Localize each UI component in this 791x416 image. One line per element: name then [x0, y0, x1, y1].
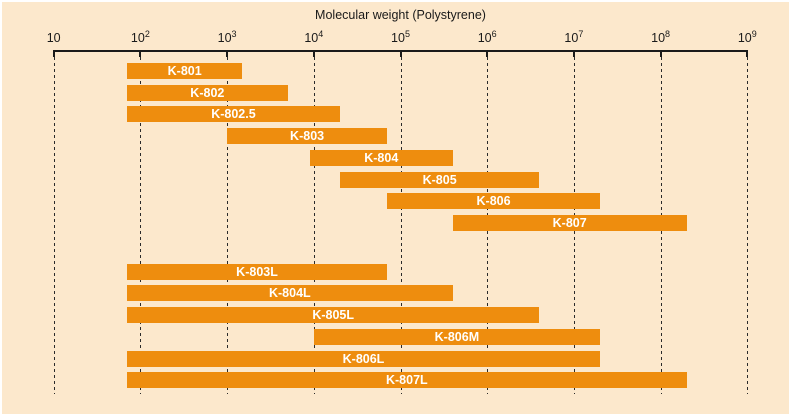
range-bar-k-805: K-805	[339, 171, 540, 188]
bar-label: K-805L	[312, 308, 355, 323]
bar-label: K-804L	[268, 286, 311, 301]
axis-tick-label: 105	[391, 28, 410, 45]
range-bar-k-806l: K-806L	[126, 350, 600, 367]
gridline	[313, 57, 315, 394]
axis-tick-label: 10	[46, 31, 61, 45]
axis-tick-mark	[746, 50, 749, 57]
range-bar-k-804l: K-804L	[126, 285, 453, 302]
bar-label: K-803	[290, 129, 325, 144]
axis-tick-mark	[226, 50, 229, 57]
axis-tick-mark	[486, 50, 489, 57]
range-bar-k-805l: K-805L	[126, 307, 540, 324]
axis-tick-label: 103	[217, 28, 237, 45]
gridline	[140, 57, 142, 394]
bar-label: K-806	[476, 194, 511, 209]
gridline	[53, 57, 55, 394]
bar-label: K-806L	[342, 351, 385, 366]
gridline	[227, 57, 229, 394]
axis-tick-label: 107	[564, 28, 584, 45]
axis-tick-label: 108	[651, 28, 671, 45]
bar-label: K-806M	[434, 329, 480, 344]
bar-label: K-807	[552, 215, 587, 230]
range-bar-k-802-5: K-802.5	[126, 106, 340, 123]
axis-tick-label: 106	[477, 28, 497, 45]
axis-tick-mark	[139, 50, 142, 57]
range-bar-k-804: K-804	[309, 149, 453, 166]
axis-tick-label: 109	[737, 28, 757, 45]
bar-label: K-802	[190, 85, 225, 100]
axis-tick-mark	[399, 50, 402, 57]
range-bar-k-807: K-807	[452, 214, 687, 231]
gridline	[747, 57, 749, 394]
axis-tick-label: 104	[304, 28, 324, 45]
range-bar-k-806m: K-806M	[313, 328, 600, 345]
bar-label: K-805	[422, 172, 457, 187]
axis-tick-mark	[659, 50, 662, 57]
axis-tick-mark	[312, 50, 315, 57]
bar-label: K-804	[364, 150, 399, 165]
bar-label: K-802.5	[211, 107, 256, 122]
bar-label: K-801	[167, 64, 202, 78]
axis-tick-mark	[572, 50, 575, 57]
range-bar-k-801: K-801	[126, 63, 243, 79]
range-bar-k-803l: K-803L	[126, 263, 388, 280]
bar-label: K-803L	[236, 264, 278, 279]
chart-title: Molecular weight (Polystyrene)	[315, 8, 486, 22]
axis-tick-label: 102	[130, 28, 150, 45]
bar-label: K-807L	[385, 373, 428, 388]
gridline	[400, 57, 402, 394]
range-bar-k-806: K-806	[387, 193, 600, 210]
axis-tick-mark	[52, 50, 55, 57]
range-bar-k-807l: K-807L	[126, 372, 687, 389]
range-bar-k-803: K-803	[227, 128, 388, 145]
range-bar-k-802: K-802	[126, 84, 288, 101]
